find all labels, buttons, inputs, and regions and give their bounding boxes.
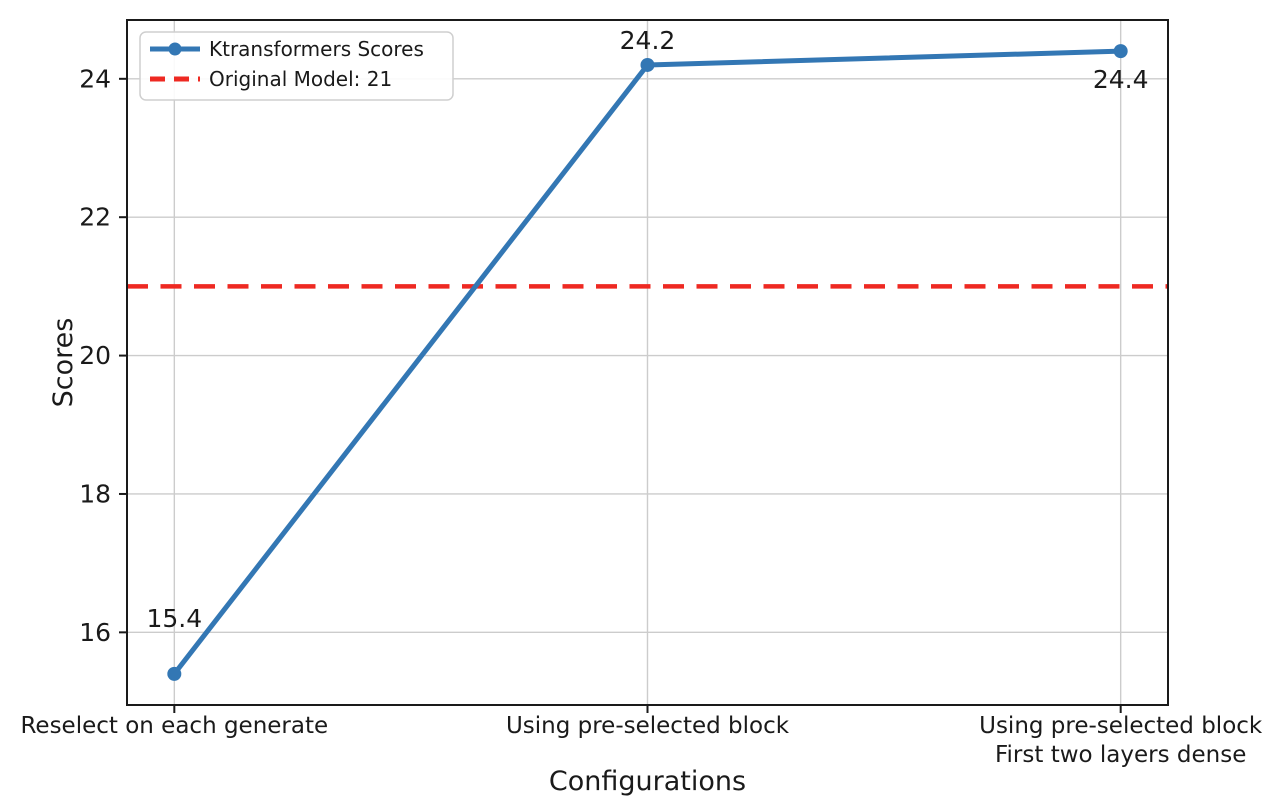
x-tick-label: Using pre-selected block xyxy=(506,713,790,739)
x-tick-label: Using pre-selected block xyxy=(979,713,1263,739)
y-tick-label: 20 xyxy=(79,341,111,370)
legend-box xyxy=(139,31,454,101)
x-tick-label: First two layers dense xyxy=(995,742,1246,768)
legend: Ktransformers Scores Original Model: 21 xyxy=(139,31,454,101)
annotation-label: 24.4 xyxy=(1093,65,1149,94)
data-point-marker xyxy=(167,666,182,681)
legend-label-series: Ktransformers Scores xyxy=(209,37,424,61)
x-axis-label: Configurations xyxy=(549,766,746,797)
legend-label-reference: Original Model: 21 xyxy=(209,67,392,91)
y-tick-label: 16 xyxy=(79,618,111,647)
data-point-marker xyxy=(1113,44,1128,59)
legend-marker-sample xyxy=(168,42,182,56)
annotation-label: 24.2 xyxy=(620,26,676,55)
y-tick-label: 22 xyxy=(79,203,111,232)
y-axis-label: Scores xyxy=(48,318,79,408)
data-point-marker xyxy=(640,57,655,72)
y-tick-label: 24 xyxy=(79,64,111,93)
x-tick-label: Reselect on each generate xyxy=(20,713,328,739)
y-tick-label: 18 xyxy=(79,479,111,508)
annotation-label: 15.4 xyxy=(146,604,202,633)
